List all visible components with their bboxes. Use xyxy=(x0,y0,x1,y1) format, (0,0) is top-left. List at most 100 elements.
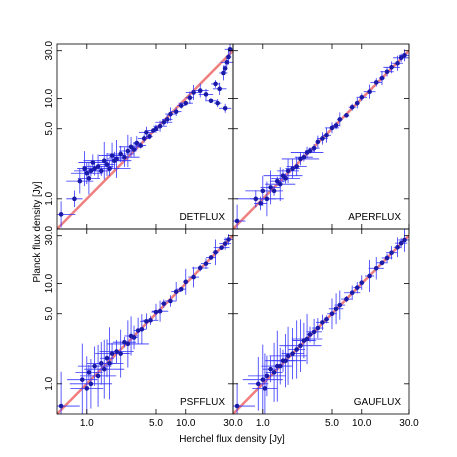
data-point xyxy=(389,64,394,70)
data-point xyxy=(395,244,400,250)
data-point xyxy=(92,166,97,171)
data-point xyxy=(128,144,134,150)
data-point xyxy=(72,196,77,202)
x-tick-label: 1.0 xyxy=(256,418,270,429)
data-point xyxy=(262,386,268,391)
data-point xyxy=(234,218,240,224)
data-point xyxy=(260,188,266,194)
data-point xyxy=(178,103,184,108)
y-tick-label: 1.0 xyxy=(44,376,55,390)
y-tick-label: 10.0 xyxy=(44,88,55,108)
data-point xyxy=(398,240,404,246)
panel-label: DETFLUX xyxy=(179,212,225,223)
data-point xyxy=(90,160,96,165)
data-point xyxy=(367,273,372,279)
y-tick-label: 1.0 xyxy=(44,191,55,205)
data-point xyxy=(324,317,329,322)
data-point xyxy=(224,59,230,65)
data-point xyxy=(95,373,101,379)
data-point xyxy=(373,265,379,271)
data-point xyxy=(315,139,321,145)
data-point xyxy=(203,92,209,97)
data-point xyxy=(402,53,407,58)
data-point xyxy=(191,90,196,95)
data-point xyxy=(294,164,299,169)
data-point xyxy=(234,403,240,409)
data-point xyxy=(268,366,273,372)
data-point xyxy=(107,361,112,366)
data-point xyxy=(373,80,379,85)
data-point xyxy=(307,148,313,154)
data-point xyxy=(197,88,203,93)
data-point xyxy=(329,311,335,317)
data-point xyxy=(114,156,119,162)
data-point xyxy=(208,255,214,260)
data-point xyxy=(329,125,335,131)
panel-label: GAUFLUX xyxy=(354,397,402,408)
data-point xyxy=(315,325,321,331)
data-point xyxy=(337,117,343,122)
data-point xyxy=(213,81,218,87)
data-point xyxy=(402,237,407,243)
data-point xyxy=(153,309,159,315)
data-point xyxy=(109,351,115,356)
panel-aperflux: APERFLUX xyxy=(232,43,410,230)
data-point xyxy=(253,196,259,202)
data-point xyxy=(135,328,141,333)
panel-grid: 1.0 5.0 10.0 30.0 DETFLUX APERFLUX 1.0 5.0 10.0 3… xyxy=(44,41,419,429)
data-point xyxy=(298,156,303,162)
data-point xyxy=(173,109,179,114)
data-point xyxy=(84,386,90,391)
data-point xyxy=(277,363,283,369)
data-point xyxy=(395,60,400,66)
data-point xyxy=(138,143,143,148)
data-point xyxy=(114,349,119,354)
data-point xyxy=(191,274,196,280)
data-point xyxy=(226,237,231,242)
data-point xyxy=(178,286,184,292)
data-point xyxy=(122,154,127,160)
data-point xyxy=(84,170,90,176)
x-tick-label: 10.0 xyxy=(352,418,372,429)
data-point xyxy=(203,261,209,266)
data-point xyxy=(359,280,365,285)
data-point xyxy=(173,289,179,294)
data-point xyxy=(384,69,390,75)
data-point xyxy=(148,318,153,323)
x-tick-label: 30.0 xyxy=(399,418,419,429)
data-point xyxy=(337,302,343,308)
data-point xyxy=(161,301,167,306)
data-point xyxy=(144,319,149,324)
data-point xyxy=(264,373,270,379)
panel-label: PSFFLUX xyxy=(180,397,225,408)
data-point xyxy=(144,130,149,135)
data-point xyxy=(320,320,325,325)
data-point xyxy=(125,148,131,154)
y-axis-label: Planck flux density [Jy] xyxy=(32,181,43,282)
data-point xyxy=(285,168,291,174)
x-tick-label: 1.0 xyxy=(80,418,94,429)
data-point xyxy=(222,66,228,71)
data-point xyxy=(354,100,360,106)
x-tick-label: 30.0 xyxy=(223,418,243,429)
panel-frame xyxy=(232,228,410,415)
panel-gauflux: 1.0 5.0 10.0 30.0 GAUFLUX xyxy=(232,228,419,429)
data-point xyxy=(208,98,214,104)
data-point xyxy=(222,241,228,246)
y-tick-label: 30.0 xyxy=(44,41,55,61)
data-point xyxy=(311,145,317,151)
data-point xyxy=(157,308,163,314)
data-point xyxy=(79,377,85,382)
data-point xyxy=(82,166,87,171)
panel-label: APERFLUX xyxy=(348,212,401,223)
data-point xyxy=(274,178,280,184)
data-point xyxy=(283,176,288,181)
x-tick-label: 10.0 xyxy=(176,418,196,429)
data-point xyxy=(333,306,339,312)
data-point xyxy=(285,353,291,359)
data-point xyxy=(131,147,137,152)
data-point xyxy=(183,100,189,106)
data-point xyxy=(379,75,385,81)
y-tick-label: 5.0 xyxy=(44,306,55,320)
